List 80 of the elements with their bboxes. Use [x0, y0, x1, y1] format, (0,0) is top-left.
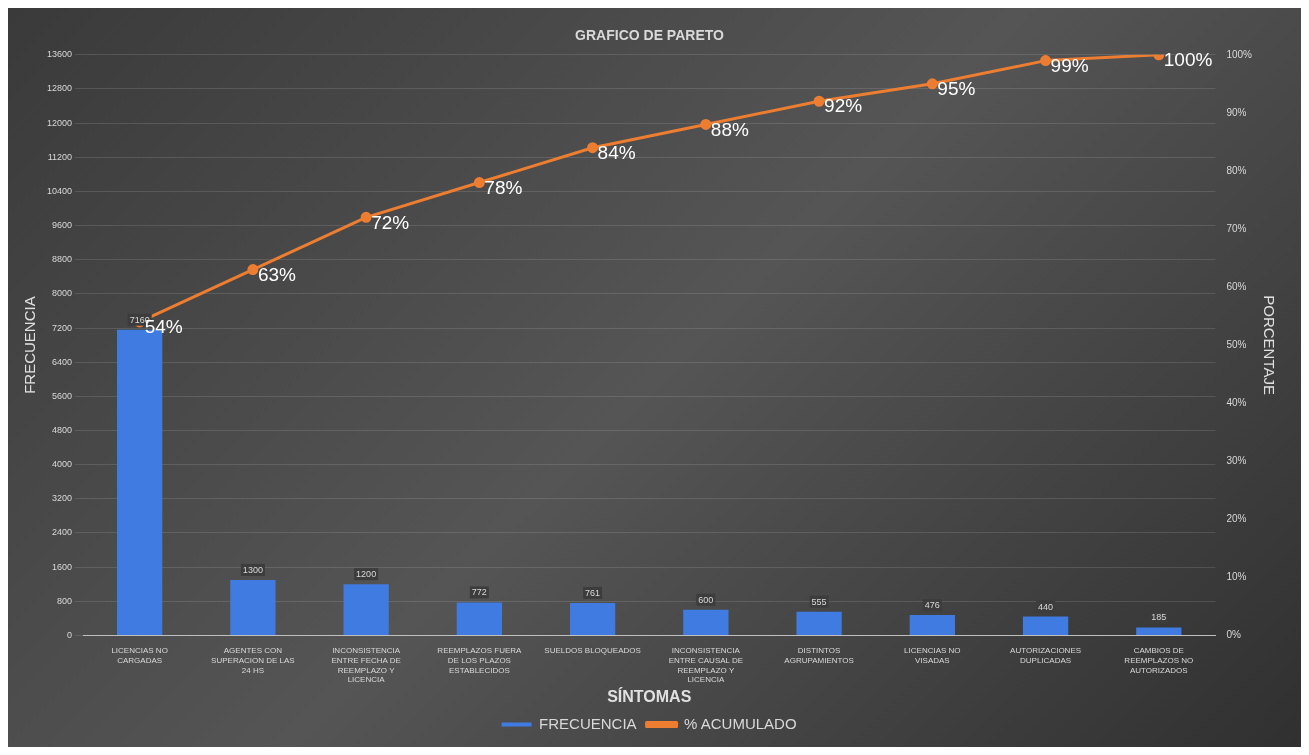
- y-tick-label: 800: [57, 595, 73, 606]
- y-tick-label: 1600: [52, 561, 73, 572]
- bar: [569, 602, 616, 635]
- bar: [1136, 627, 1182, 635]
- y2-tick-label: 100%: [1226, 48, 1253, 60]
- y-tick-label: 10400: [47, 185, 73, 196]
- bar: [1022, 616, 1069, 635]
- chart-title: GRAFICO DE PARETO: [575, 27, 725, 44]
- data-label: 63%: [257, 263, 297, 285]
- y-axis-title: FRECUENCIA: [21, 296, 39, 394]
- data-label: 772: [471, 587, 487, 598]
- x-tick-label: CAMBIOS DE REEMPLAZOS NO AUTORIZADOS: [1124, 646, 1194, 675]
- y2-tick-label: 50%: [1226, 338, 1247, 350]
- data-label: 92%: [824, 95, 863, 117]
- y-tick-label: 8000: [52, 288, 73, 299]
- x-tick-label: REEMPLAZOS FUERA DE LOS PLAZOS ESTABLECIDOS: [437, 646, 523, 675]
- bar: [230, 579, 276, 635]
- bar: [343, 584, 389, 635]
- y2-tick-label: 10%: [1226, 571, 1247, 583]
- point: [587, 142, 599, 154]
- bar: [909, 615, 955, 635]
- point: [1040, 55, 1052, 67]
- y2-tick-label: 0%: [1226, 629, 1241, 641]
- legend-label: % ACUMULADO: [684, 714, 797, 732]
- y-tick-label: 5600: [52, 390, 73, 401]
- y-tick-label: 8800: [52, 254, 73, 265]
- y-tick-label: 11200: [47, 151, 73, 162]
- x-tick-label: AUTORIZACIONES DUPLICADAS: [1010, 646, 1082, 665]
- bar: [796, 611, 842, 635]
- x-tick-label: DISTINTOS AGRUPAMIENTOS: [784, 646, 854, 665]
- y-tick-label: 4800: [52, 424, 73, 435]
- data-label: 476: [924, 600, 940, 611]
- y2-tick-label: 20%: [1226, 513, 1247, 525]
- data-label: 88%: [710, 118, 749, 140]
- x-tick-label: INCONSISTENCIA ENTRE CAUSAL DE REEMPLAZO Y LICENCIA: [668, 646, 744, 685]
- y-tick-label: 13600: [47, 49, 73, 60]
- y-tick-label: 4000: [52, 459, 73, 470]
- point: [473, 177, 485, 189]
- y2-tick-label: 90%: [1226, 106, 1247, 118]
- y-tick-label: 2400: [52, 527, 73, 538]
- bar: [456, 602, 503, 635]
- y2-tick-label: 40%: [1226, 396, 1247, 408]
- data-label: 1200: [356, 569, 377, 580]
- legend-label: FRECUENCIA: [539, 714, 637, 732]
- data-label: 600: [698, 594, 714, 605]
- data-label: 185: [1151, 612, 1167, 623]
- x-tick-label: INCONSISTENCIA ENTRE FECHA DE REEMPLAZO Y LICENCIA: [331, 646, 401, 685]
- data-label: 72%: [371, 211, 410, 233]
- point: [360, 211, 372, 223]
- y2-axis-title: PORCENTAJE: [1260, 295, 1278, 395]
- x-tick-label: LICENCIAS NO CARGADAS: [111, 646, 168, 665]
- point: [247, 264, 259, 276]
- y2-tick-label: 80%: [1226, 164, 1247, 176]
- x-axis-title: SÍNTOMAS: [607, 686, 692, 705]
- bar: [683, 609, 729, 635]
- y-tick-label: 12800: [47, 83, 73, 94]
- y-tick-label: 6400: [52, 356, 73, 367]
- point: [700, 118, 712, 130]
- data-label: 555: [811, 596, 827, 607]
- data-label: 99%: [1050, 54, 1089, 76]
- y-tick-label: 0: [67, 629, 73, 640]
- data-label: 761: [585, 587, 601, 598]
- data-label: 100%: [1163, 49, 1213, 71]
- point: [926, 78, 938, 90]
- data-label: 1300: [242, 564, 263, 575]
- x-tick-label: SUELDOS BLOQUEADOS: [544, 646, 641, 656]
- x-tick-label: LICENCIAS NO VISADAS: [904, 646, 961, 665]
- y-tick-label: 7200: [52, 322, 73, 333]
- y2-tick-label: 60%: [1226, 280, 1247, 292]
- y-tick-label: 9600: [52, 220, 73, 231]
- y-tick-label: 12000: [47, 117, 73, 128]
- data-label: 78%: [484, 176, 523, 198]
- y-tick-label: 3200: [52, 493, 73, 504]
- data-label: 440: [1038, 601, 1054, 612]
- y2-tick-label: 30%: [1226, 454, 1247, 466]
- data-label: 95%: [937, 78, 976, 100]
- x-tick-label: AGENTES CON SUPERACION DE LAS 24 HS: [211, 646, 295, 675]
- y2-tick-label: 70%: [1226, 222, 1247, 234]
- data-label: 84%: [597, 141, 636, 163]
- point: [813, 95, 825, 107]
